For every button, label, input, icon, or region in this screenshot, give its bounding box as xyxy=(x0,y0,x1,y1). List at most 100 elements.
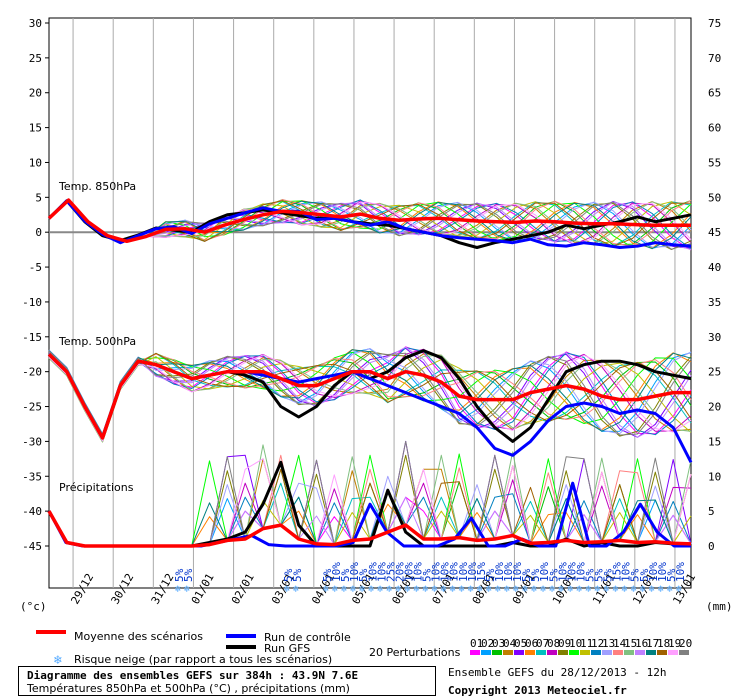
snowflake-icon: ❄ xyxy=(667,584,674,595)
right-tick-label: 0 xyxy=(708,540,715,553)
snow-risk-label: 5% xyxy=(357,568,370,582)
snowflake-icon: ❄ xyxy=(595,584,602,595)
main-series-lines xyxy=(47,198,693,548)
series-850-line xyxy=(47,198,691,244)
snow-risk-label: 10% xyxy=(439,562,452,582)
snowflake-icon: ❄ xyxy=(622,584,629,595)
snow-risk-label: 10% xyxy=(674,562,687,582)
label-t850: Temp. 850hPa xyxy=(58,180,136,193)
snow-risk-label: 10% xyxy=(620,562,633,582)
snow-risk-label: 10% xyxy=(574,562,587,582)
right-tick-label: 55 xyxy=(708,156,721,169)
perturbation-id: 16 xyxy=(635,637,648,650)
snowflake-icon: ❄ xyxy=(576,584,583,595)
snow-risk-label: 15% xyxy=(611,562,624,582)
perturbation-swatch xyxy=(646,650,656,655)
perturbation-id: 12 xyxy=(591,637,604,650)
snowflake-icon: ❄ xyxy=(359,584,366,595)
right-tick-label: 50 xyxy=(708,191,721,204)
snowflake-icon: ❄ xyxy=(175,584,182,595)
snowflake-icon: ❄ xyxy=(293,584,300,595)
perturbation-500-line xyxy=(48,348,692,435)
snowflake-icon: ❄ xyxy=(53,653,62,668)
snowflake-icon: ❄ xyxy=(377,584,384,595)
snow-risk-label: 5% xyxy=(173,568,186,582)
perturbation-swatch xyxy=(481,650,491,655)
perturbation-swatch xyxy=(558,650,568,655)
perturbation-500-line xyxy=(48,350,692,436)
snowflake-icon: ❄ xyxy=(486,584,493,595)
perturbation-id: 11 xyxy=(580,637,593,650)
snow-risk-label: 10% xyxy=(511,562,524,582)
snow-risk-label: 5% xyxy=(547,568,560,582)
perturbation-swatch xyxy=(503,650,513,655)
perturbation-500-line xyxy=(48,346,692,438)
perturbation-swatch xyxy=(536,650,546,655)
perturbation-id: 13 xyxy=(602,637,615,650)
snowflake-icon: ❄ xyxy=(432,584,439,595)
label-precip: Précipitations xyxy=(59,481,134,494)
snow-risk-label: 10% xyxy=(538,562,551,582)
snowflake-icon: ❄ xyxy=(540,584,547,595)
snowflake-icon: ❄ xyxy=(341,584,348,595)
footer-copyright: Copyright 2013 Meteociel.fr xyxy=(448,684,627,697)
footer-title: Diagramme des ensembles GEFS sur 384h : … xyxy=(27,669,359,682)
snow-risk-label: 10% xyxy=(330,562,343,582)
snowflake-icon: ❄ xyxy=(676,584,683,595)
snowflake-icon: ❄ xyxy=(631,584,638,595)
perturbation-swatch xyxy=(668,650,678,655)
snowflake-icon: ❄ xyxy=(459,584,466,595)
plot-frame xyxy=(48,17,692,589)
perturbation-id: 10 xyxy=(569,637,582,650)
snowflake-icon: ❄ xyxy=(549,584,556,595)
right-tick-label: 5 xyxy=(708,505,715,518)
series-precip-line xyxy=(47,510,692,548)
snow-risk-label: 5% xyxy=(638,568,651,582)
right-tick-label: 25 xyxy=(708,366,721,379)
perturbation-500-line xyxy=(48,353,692,439)
snowflake-icon: ❄ xyxy=(649,584,656,595)
perturbation-id: 05 xyxy=(514,637,527,650)
snow-risk-label: 10% xyxy=(348,562,361,582)
right-tick-label: 30 xyxy=(708,331,721,344)
snow-risk-label: 5% xyxy=(291,568,304,582)
perturbation-id: 02 xyxy=(481,637,494,650)
left-tick-label: 30 xyxy=(29,17,42,30)
left-tick-label: -20 xyxy=(22,366,42,379)
perturbation-500-line xyxy=(48,347,692,439)
snowflake-icon: ❄ xyxy=(604,584,611,595)
snowflake-icon: ❄ xyxy=(395,584,402,595)
snowflake-icon: ❄ xyxy=(558,584,565,595)
legend: Moyenne des scénarios Run de contrôle Ru… xyxy=(36,630,692,668)
snowflake-icon: ❄ xyxy=(613,584,620,595)
perturbation-id: 08 xyxy=(547,637,560,650)
perturbation-swatch xyxy=(591,650,601,655)
perturbation-id: 04 xyxy=(503,637,517,650)
perturbation-swatch xyxy=(580,650,590,655)
perturbation-swatch xyxy=(569,650,579,655)
snowflake-icon: ❄ xyxy=(468,584,475,595)
snow-risk-label: 10% xyxy=(493,562,506,582)
snow-risk-label: 10% xyxy=(430,562,443,582)
snowflake-icon: ❄ xyxy=(441,584,448,595)
snow-risk-label: 10% xyxy=(565,562,578,582)
left-tick-label: 10 xyxy=(29,156,42,169)
perturbation-swatch xyxy=(635,650,645,655)
legend-mean-label: Moyenne des scénarios xyxy=(74,630,203,643)
snow-risk-label: 5% xyxy=(339,568,352,582)
perturbation-swatch xyxy=(525,650,535,655)
snow-risk-row: ❄5%❄5%❄5%❄5%❄5%❄10%❄5%❄10%❄5%❄10%❄10%❄25… xyxy=(173,562,687,595)
snow-risk-label: 5% xyxy=(665,568,678,582)
left-tick-label: -10 xyxy=(22,296,42,309)
right-tick-label: 40 xyxy=(708,261,721,274)
legend-perturbations-label: 20 Perturbations xyxy=(369,646,461,659)
snowflake-icon: ❄ xyxy=(522,584,529,595)
legend-control-label: Run de contrôle xyxy=(264,631,351,644)
snow-risk-label: 5% xyxy=(593,568,606,582)
snow-risk-label: 10% xyxy=(402,562,415,582)
right-tick-label: 70 xyxy=(708,52,721,65)
snow-risk-label: 5% xyxy=(282,568,295,582)
